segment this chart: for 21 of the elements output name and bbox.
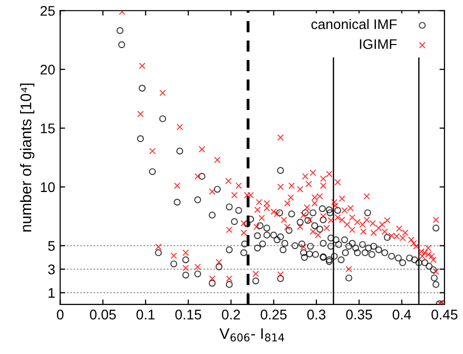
- x-tick-label: 0.1: [136, 310, 155, 320]
- y-tick-label: 1: [48, 288, 55, 298]
- y-tick-label: 15: [40, 124, 55, 134]
- y-tick-label: 25: [40, 6, 55, 16]
- y-tick-label: 5: [48, 241, 55, 251]
- x-tick-label: 0.15: [175, 310, 202, 320]
- x-tick-label: 0.35: [346, 310, 372, 320]
- x-axis-title: V$_{606}$- I$_{814}$: [219, 328, 284, 342]
- x-tick-label: 0.05: [90, 310, 116, 320]
- y-axis-title: number of giants [10⁴]: [20, 84, 34, 232]
- legend-label: canonical IMF: [311, 18, 397, 30]
- x-tick-label: 0.4: [392, 310, 412, 320]
- y-tick-label: 3: [48, 264, 55, 274]
- x-tick-label: 0.45: [432, 310, 458, 320]
- x-tick-label: 0.2: [222, 310, 240, 320]
- y-tick-label: 20: [40, 64, 55, 75]
- legend-label: IGIMF: [360, 39, 397, 50]
- x-tick-label: 0: [56, 310, 64, 320]
- x-tick-label: 0.25: [260, 310, 287, 320]
- y-tick-label: 10: [40, 182, 55, 192]
- x-tick-label: 0.3: [307, 310, 326, 320]
